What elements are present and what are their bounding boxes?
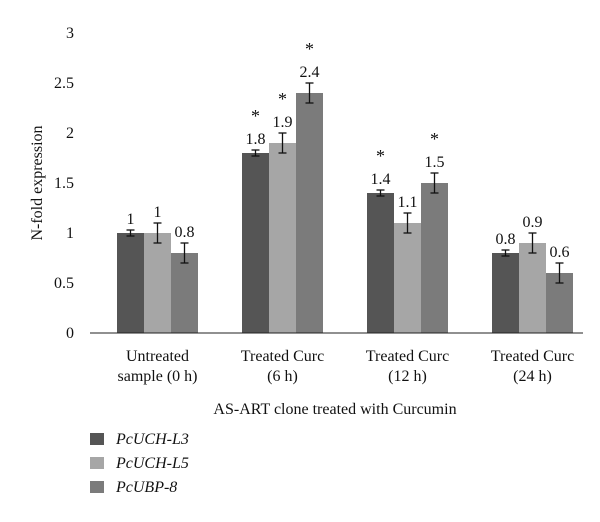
significance-star: * <box>376 146 385 166</box>
error-bar <box>126 229 135 237</box>
legend: PcUCH-L3 PcUCH-L5 PcUBP-8 <box>90 431 189 496</box>
data-label: 1 <box>127 211 135 228</box>
data-label: 0.6 <box>550 244 570 261</box>
error-bar <box>376 189 385 197</box>
error-bar <box>278 132 287 154</box>
significance-star: * <box>305 39 314 59</box>
legend-swatch <box>90 433 104 445</box>
bar-pcuch-l5-2 <box>394 223 421 333</box>
data-label: 0.9 <box>523 214 543 231</box>
legend-swatch <box>90 457 104 469</box>
bar-pcuch-l3-2 <box>367 193 394 333</box>
bar-pcuch-l5-0 <box>144 233 171 333</box>
data-label: 1.9 <box>273 114 293 131</box>
y-tick-label: 0.5 <box>54 275 74 292</box>
y-tick-label: 1 <box>66 225 74 242</box>
bar-pcubp-8-0 <box>171 253 198 333</box>
error-bar <box>528 232 537 254</box>
y-tick-label: 1.5 <box>54 175 74 192</box>
x-category-label: Treated Curc <box>491 348 574 365</box>
x-category-label: (12 h) <box>388 368 427 385</box>
legend-label: PcUCH-L5 <box>115 455 189 472</box>
data-label: 1.8 <box>246 131 266 148</box>
error-bar <box>555 262 564 284</box>
x-category-label: Treated Curc <box>366 348 449 365</box>
y-axis-ticks: 0 0.5 1 1.5 2 2.5 3 <box>54 25 74 342</box>
x-category-label: Treated Curc <box>241 348 324 365</box>
data-label: 1.5 <box>425 154 445 171</box>
y-tick-label: 2 <box>66 125 74 142</box>
y-axis-title: N-fold expression <box>29 125 46 240</box>
error-bar <box>251 149 260 157</box>
error-bar <box>153 222 162 244</box>
legend-item: PcUCH-L5 <box>90 455 189 472</box>
data-labels: 1 1 0.8 1.8 1.9 2.4 1.4 1.1 1.5 0.8 0.9 0.6 <box>127 64 570 261</box>
legend-label: PcUCH-L3 <box>115 431 189 448</box>
legend-label: PcUBP-8 <box>115 479 177 496</box>
error-bar <box>180 242 189 264</box>
bar-pcuch-l3-0 <box>117 233 144 333</box>
bar-pcuch-l3-1 <box>242 153 269 333</box>
bar-pcuch-l5-3 <box>519 243 546 333</box>
bar-pcubp-8-2 <box>421 183 448 333</box>
data-label: 0.8 <box>175 224 195 241</box>
significance-markers: * * * * * <box>251 39 439 166</box>
data-label: 0.8 <box>496 231 516 248</box>
error-bars <box>126 82 564 284</box>
bar-pcuch-l5-1 <box>269 143 296 333</box>
error-bar <box>403 212 412 234</box>
x-category-label: (6 h) <box>267 368 298 385</box>
error-bar <box>430 172 439 194</box>
bar-pcubp-8-1 <box>296 93 323 333</box>
data-label: 1 <box>154 204 162 221</box>
x-category-label: sample (0 h) <box>118 368 198 385</box>
significance-star: * <box>278 89 287 109</box>
significance-star: * <box>251 106 260 126</box>
error-bar <box>305 82 314 104</box>
bars <box>117 93 573 333</box>
x-category-label: (24 h) <box>513 368 552 385</box>
legend-item: PcUCH-L3 <box>90 431 189 448</box>
bar-pcuch-l3-3 <box>492 253 519 333</box>
x-category-label: Untreated <box>126 348 189 365</box>
legend-swatch <box>90 481 104 493</box>
y-tick-label: 0 <box>66 325 74 342</box>
data-label: 1.4 <box>371 171 391 188</box>
legend-item: PcUBP-8 <box>90 479 177 496</box>
error-bar <box>501 249 510 257</box>
y-tick-label: 2.5 <box>54 75 74 92</box>
y-tick-label: 3 <box>66 25 74 42</box>
x-axis-category-labels: Untreated sample (0 h) Treated Curc (6 h) Tr… <box>118 348 575 385</box>
x-axis-title: AS-ART clone treated with Curcumin <box>213 401 456 418</box>
significance-star: * <box>430 129 439 149</box>
data-label: 1.1 <box>398 194 418 211</box>
data-label: 2.4 <box>300 64 320 81</box>
